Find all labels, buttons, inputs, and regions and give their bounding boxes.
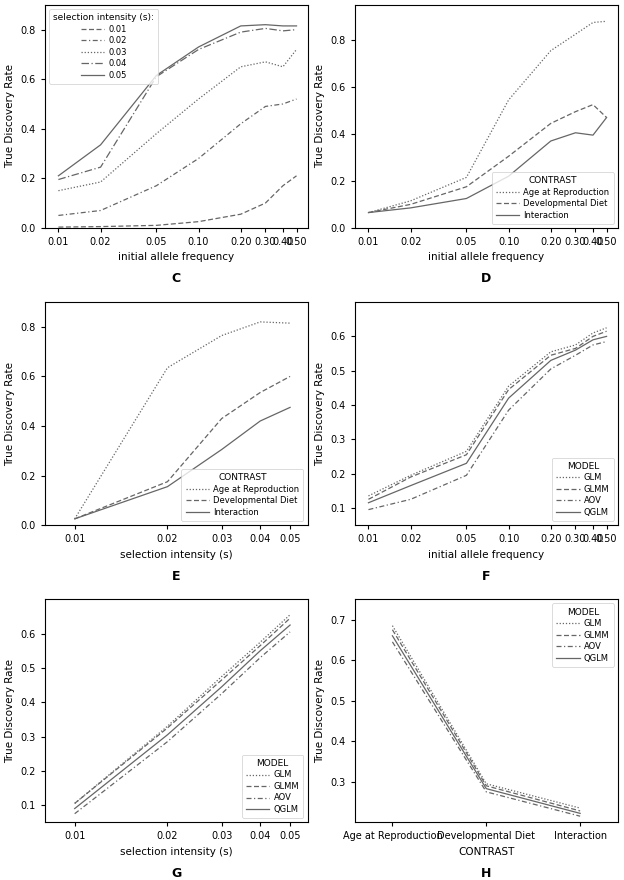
X-axis label: initial allele frequency: initial allele frequency: [428, 550, 544, 560]
Y-axis label: True Discovery Rate: True Discovery Rate: [315, 64, 325, 168]
Legend: GLM, GLMM, AOV, QGLM: GLM, GLMM, AOV, QGLM: [552, 604, 613, 667]
Legend: 0.01, 0.02, 0.03, 0.04, 0.05: 0.01, 0.02, 0.03, 0.04, 0.05: [49, 9, 158, 84]
X-axis label: selection intensity (s): selection intensity (s): [120, 550, 233, 560]
X-axis label: CONTRAST: CONTRAST: [458, 847, 514, 857]
Legend: GLM, GLMM, AOV, QGLM: GLM, GLMM, AOV, QGLM: [552, 458, 613, 521]
Text: D: D: [481, 273, 491, 285]
Text: F: F: [482, 569, 490, 583]
Y-axis label: True Discovery Rate: True Discovery Rate: [5, 64, 15, 168]
Text: C: C: [172, 273, 181, 285]
Y-axis label: True Discovery Rate: True Discovery Rate: [315, 659, 325, 763]
Y-axis label: True Discovery Rate: True Discovery Rate: [5, 362, 15, 466]
Text: H: H: [481, 867, 492, 880]
Legend: GLM, GLMM, AOV, QGLM: GLM, GLMM, AOV, QGLM: [242, 755, 303, 818]
Text: G: G: [171, 867, 182, 880]
X-axis label: initial allele frequency: initial allele frequency: [428, 253, 544, 262]
Text: E: E: [172, 569, 180, 583]
Legend: Age at Reproduction, Developmental Diet, Interaction: Age at Reproduction, Developmental Diet,…: [492, 172, 613, 224]
Y-axis label: True Discovery Rate: True Discovery Rate: [5, 659, 15, 763]
Legend: Age at Reproduction, Developmental Diet, Interaction: Age at Reproduction, Developmental Diet,…: [182, 469, 303, 521]
X-axis label: selection intensity (s): selection intensity (s): [120, 847, 233, 857]
X-axis label: initial allele frequency: initial allele frequency: [118, 253, 234, 262]
Y-axis label: True Discovery Rate: True Discovery Rate: [315, 362, 325, 466]
